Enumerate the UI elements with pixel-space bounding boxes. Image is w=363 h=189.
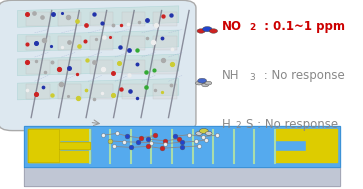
FancyBboxPatch shape xyxy=(26,84,50,99)
Polygon shape xyxy=(58,142,90,149)
Polygon shape xyxy=(17,6,179,27)
Circle shape xyxy=(197,29,205,33)
Circle shape xyxy=(202,83,209,87)
Circle shape xyxy=(196,81,203,85)
Circle shape xyxy=(199,129,208,133)
Polygon shape xyxy=(275,151,306,162)
FancyBboxPatch shape xyxy=(26,36,50,50)
Text: 2: 2 xyxy=(250,23,256,32)
FancyBboxPatch shape xyxy=(154,36,177,50)
Polygon shape xyxy=(28,129,58,162)
FancyBboxPatch shape xyxy=(26,12,50,26)
Polygon shape xyxy=(17,54,179,76)
Circle shape xyxy=(205,81,212,85)
Circle shape xyxy=(198,78,207,83)
Text: S : No response: S : No response xyxy=(246,118,339,131)
Circle shape xyxy=(203,26,212,32)
FancyBboxPatch shape xyxy=(90,12,113,26)
Text: : No response: : No response xyxy=(260,69,345,82)
FancyBboxPatch shape xyxy=(122,84,145,99)
FancyBboxPatch shape xyxy=(154,84,177,99)
FancyBboxPatch shape xyxy=(58,12,81,26)
Circle shape xyxy=(196,132,203,135)
Polygon shape xyxy=(58,151,90,162)
FancyBboxPatch shape xyxy=(58,84,81,99)
Text: NH: NH xyxy=(222,69,239,82)
Polygon shape xyxy=(17,30,179,51)
Polygon shape xyxy=(306,129,337,162)
Text: H: H xyxy=(222,118,231,131)
FancyBboxPatch shape xyxy=(90,60,113,74)
Text: NO: NO xyxy=(222,20,242,33)
Text: 2: 2 xyxy=(236,121,241,130)
Polygon shape xyxy=(275,129,306,140)
FancyBboxPatch shape xyxy=(122,12,145,26)
FancyBboxPatch shape xyxy=(0,0,196,131)
FancyBboxPatch shape xyxy=(58,36,81,50)
FancyBboxPatch shape xyxy=(122,60,145,74)
FancyBboxPatch shape xyxy=(154,12,177,26)
FancyBboxPatch shape xyxy=(58,60,81,74)
FancyBboxPatch shape xyxy=(90,84,113,99)
Polygon shape xyxy=(17,78,179,100)
Polygon shape xyxy=(24,167,340,186)
FancyBboxPatch shape xyxy=(90,36,113,50)
Text: : 0.1~1 ppm: : 0.1~1 ppm xyxy=(260,20,346,33)
Text: 3: 3 xyxy=(250,73,256,82)
Polygon shape xyxy=(24,126,340,167)
Circle shape xyxy=(205,132,212,135)
Circle shape xyxy=(209,29,217,33)
FancyBboxPatch shape xyxy=(154,60,177,74)
Polygon shape xyxy=(28,129,58,162)
FancyBboxPatch shape xyxy=(122,36,145,50)
FancyBboxPatch shape xyxy=(26,60,50,74)
Polygon shape xyxy=(58,129,90,140)
